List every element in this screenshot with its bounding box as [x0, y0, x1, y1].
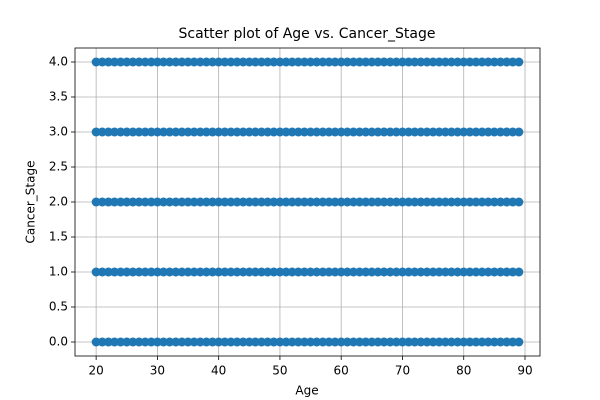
- chart-title: Scatter plot of Age vs. Cancer_Stage: [179, 26, 436, 42]
- x-tick-label: 20: [88, 364, 103, 378]
- x-tick-label: 80: [456, 364, 471, 378]
- point: [514, 197, 524, 207]
- x-tick-label: 60: [334, 364, 349, 378]
- x-axis-label: Age: [295, 384, 318, 398]
- point: [514, 57, 524, 67]
- y-axis-label: Cancer_Stage: [24, 161, 38, 244]
- y-tick-label: 0.5: [49, 300, 68, 314]
- y-tick-label: 2.5: [49, 160, 68, 174]
- y-tick-label: 0.0: [49, 335, 68, 349]
- y-tick-label: 1.5: [49, 230, 68, 244]
- point: [514, 337, 524, 347]
- x-tick-label: 40: [211, 364, 226, 378]
- point: [514, 267, 524, 277]
- y-tick-label: 4.0: [49, 55, 68, 69]
- y-tick-label: 1.0: [49, 265, 68, 279]
- x-tick-label: 50: [272, 364, 287, 378]
- y-tick-label: 3.0: [49, 125, 68, 139]
- plot-frame: [74, 47, 541, 357]
- point: [514, 127, 524, 137]
- x-tick-label: 70: [395, 364, 410, 378]
- y-tick-label: 3.5: [49, 90, 68, 104]
- y-tick-label: 2.0: [49, 195, 68, 209]
- x-tick-label: 90: [517, 364, 532, 378]
- x-tick-label: 30: [150, 364, 165, 378]
